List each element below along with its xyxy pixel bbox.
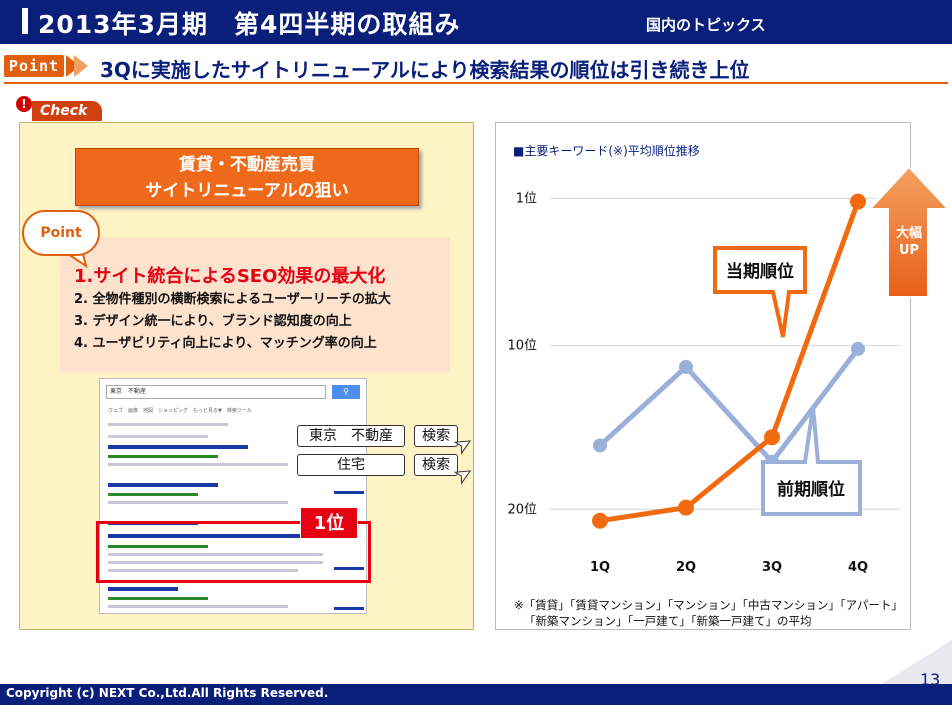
data-point [678,499,694,516]
point-item-3: 3. デザイン統一により、ブランド認知度の向上 [74,314,352,329]
chart-note-line-2: 「新築マンション」「一戸建て」「新築一戸建て」の平均 [524,614,812,628]
chart-panel [495,122,911,630]
header-bar [0,0,952,44]
header-accent [22,8,28,34]
x-tick-label: 2Q [676,560,696,575]
callout-frame [713,246,807,338]
check-label: Check [32,101,102,121]
search-button-1: 検索 [414,425,458,447]
legend-label-previous: 前期順位 [777,479,845,500]
section-tag: 国内のトピックス [646,16,766,34]
result-url [108,493,198,496]
series-line-previous [598,347,860,465]
result-link [108,483,218,487]
page-number: 13 [920,670,941,689]
chart-note-line-1: ※「賃貸」「賃貸マンション」「マンション」「中古マンション」「アパート」 [514,598,903,612]
page-title: 2013年3月期 第4四半期の取組み [38,10,461,39]
search-icon: ⚲ [332,385,360,399]
result-url [108,455,218,458]
legend-callout-current: 当期順位 [713,246,807,338]
side-ad-link [334,491,364,494]
result-link-top [108,534,328,538]
result-line [108,605,288,608]
point-item-2: 2. 全物件種別の横断検索によるユーザーリーチの拡大 [74,292,391,307]
x-tick-label: 4Q [848,560,868,575]
search-results-screenshot: 東京 不動産 ⚲ ウェブ 画像 地図 ショッピング もっと見る▼ 検索ツール [99,378,367,614]
rank-badge: 1位 [300,507,358,539]
top-result-highlight [96,521,371,583]
point-item-4: 4. ユーザビリティ向上により、マッチング率の向上 [74,336,377,351]
divider [4,82,948,84]
y-tick-label: 1位 [516,191,537,206]
chart-title: ■主要キーワード(※)平均順位推移 [513,144,700,158]
result-line [108,553,323,556]
exclamation-icon: ! [16,96,32,112]
result-line [108,561,323,564]
search-button-2: 検索 [414,454,458,476]
legend-label-current: 当期順位 [726,261,794,282]
result-url [108,597,208,600]
purpose-line-1: 賃貸・不動産売買 [179,155,315,175]
point-arrow-icon-2 [74,55,88,77]
point-headline: 3Qに実施したサイトリニューアルにより検索結果の順位は引き続き上位 [100,58,750,82]
data-point [679,359,693,374]
result-link [108,587,178,591]
purpose-line-2: サイトリニューアルの狙い [145,181,349,201]
point-bubble: Point [22,210,100,256]
series-line-current [599,200,861,524]
point-tag: Point [4,55,64,77]
keyword-box-1: 東京 不動産 [297,425,405,447]
x-tick-label: 3Q [762,560,782,575]
legend-callout-previous: 前期順位 [761,406,862,516]
result-line [108,463,288,466]
arrow-text-1: 大幅 [896,225,922,241]
corner-decoration [880,640,952,685]
result-line [108,569,298,572]
side-ad-link [334,607,364,610]
big-up-arrow-icon: 大幅 UP [868,165,950,298]
data-point [851,341,865,356]
search-tabs: ウェブ 画像 地図 ショッピング もっと見る▼ 検索ツール [108,408,252,414]
result-line [108,501,288,504]
result-url [108,545,208,548]
y-tick-label: 20位 [507,502,537,517]
data-point [593,438,607,453]
arrow-text-2: UP [899,243,919,258]
result-link [108,445,248,449]
y-tick-label: 10位 [507,339,537,354]
points-box [60,238,450,372]
data-point [764,429,780,446]
point-item-1: 1.サイト統合によるSEO効果の最大化 [74,266,386,287]
search-input: 東京 不動産 [106,385,326,399]
result-line [108,435,208,438]
x-tick-label: 1Q [590,560,610,575]
keyword-box-2: 住宅 [297,454,405,476]
result-meta [108,423,228,426]
data-point [850,193,866,210]
footer-bar [0,684,952,705]
data-point [592,512,608,529]
copyright: Copyright (c) NEXT Co.,Ltd.All Rights Re… [6,686,329,700]
side-ad-link [334,567,364,570]
purpose-box: 賃貸・不動産売買 サイトリニューアルの狙い [75,148,419,206]
callout-frame [761,406,862,516]
chart-note: ※「賃貸」「賃貸マンション」「マンション」「中古マンション」「アパート」 「新築… [514,597,903,629]
